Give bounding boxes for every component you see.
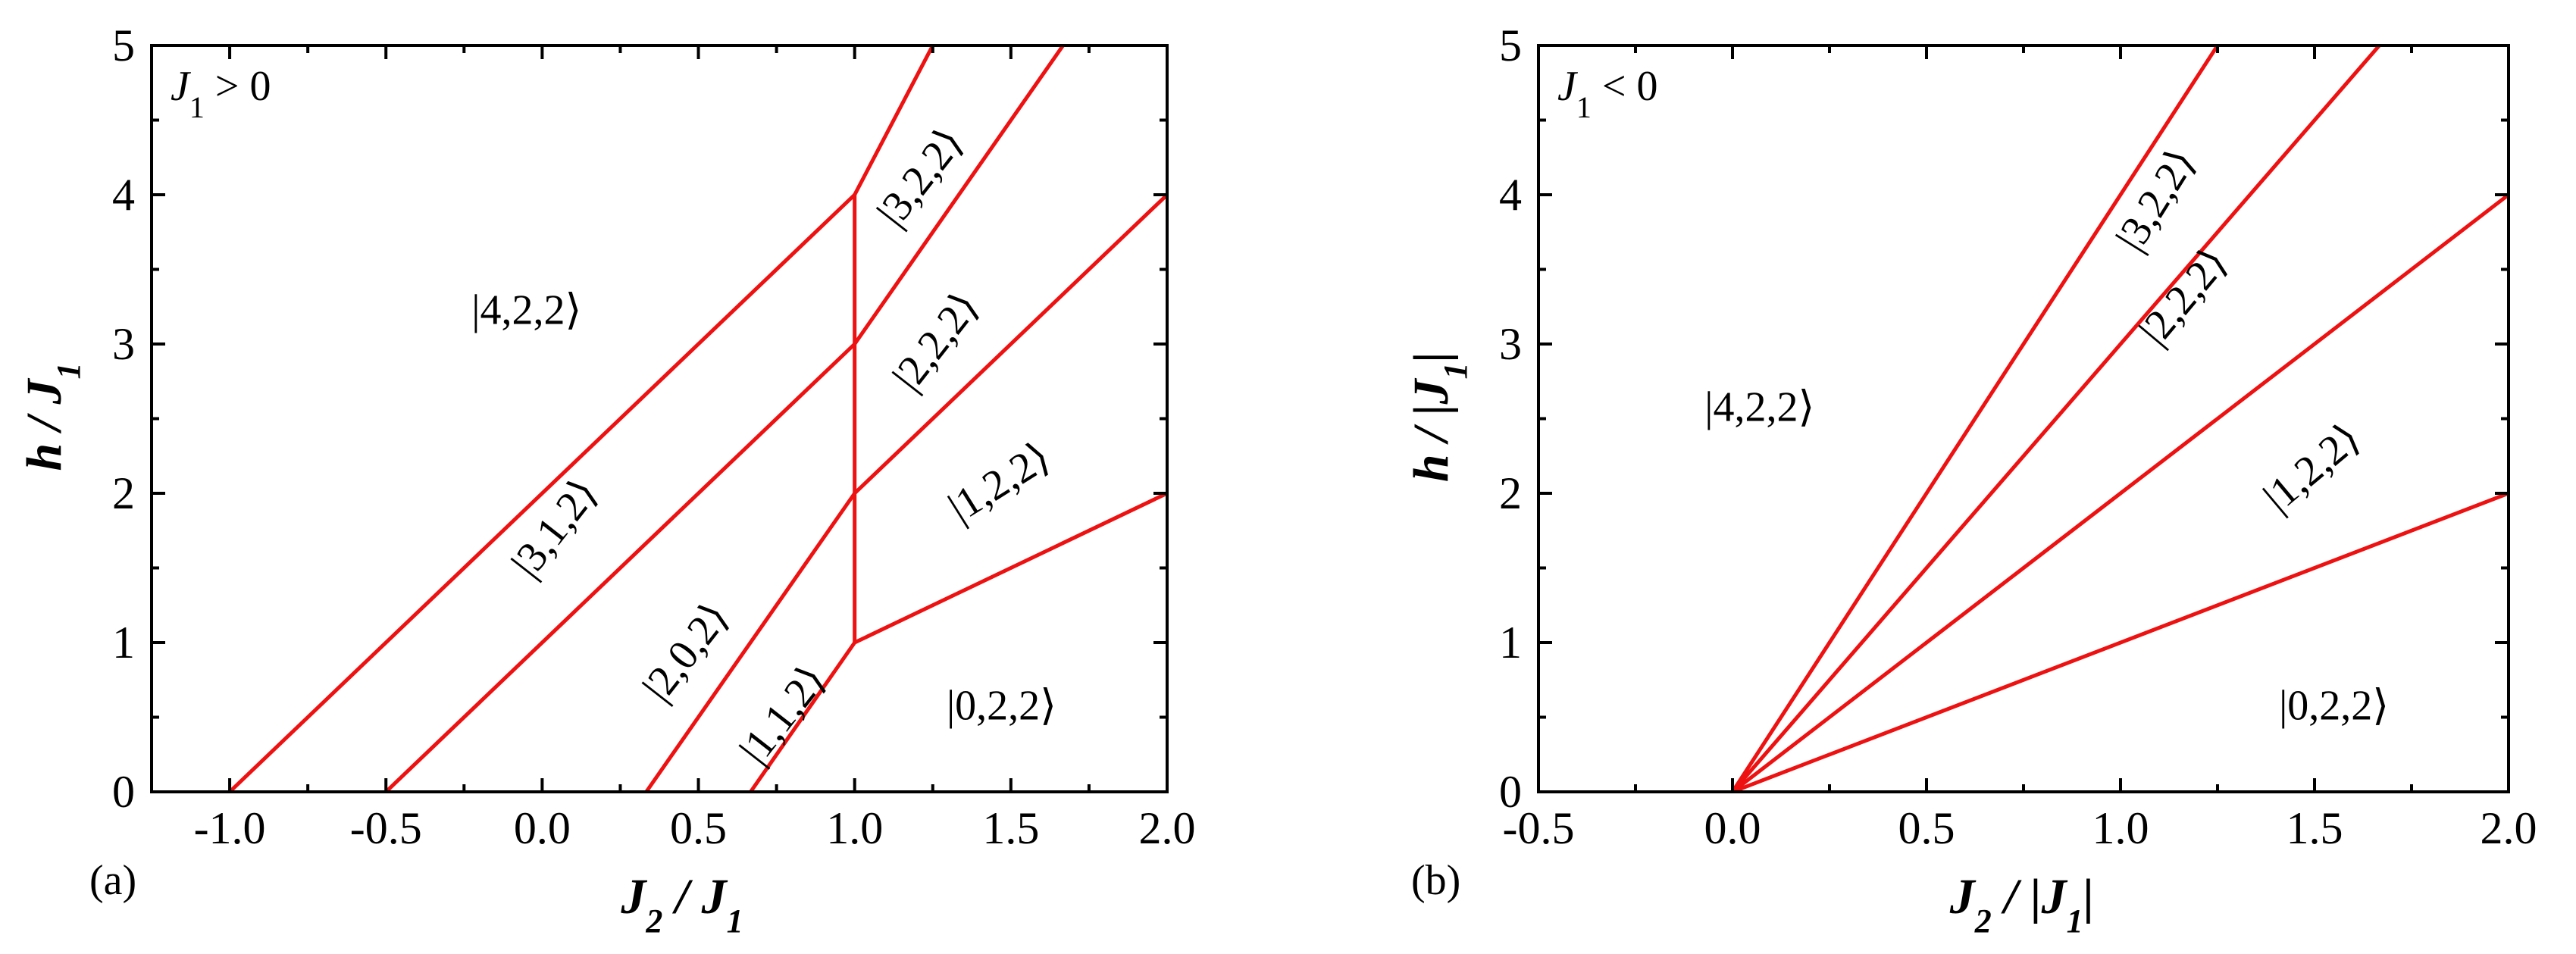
region-label: |1,2,2⟩ xyxy=(941,433,1059,531)
condition-label: J1 < 0 xyxy=(1557,63,1657,124)
region-label: |3,2,2⟩ xyxy=(2107,141,2205,259)
panel-b: -0.5 0.0 0.5 1.0 1.5 2.0 0 1 2 3 4 5 |4,2,2⟩ |3,2,2⟩ |… xyxy=(1404,20,2537,940)
boundary-2-1-line xyxy=(644,491,857,792)
panel-a: -1.0 -0.5 0.0 0.5 1.0 1.5 2.0 0 1 2 3 4 5 |4,2,2⟩ |3,1… xyxy=(17,20,1196,940)
boundary-2-1-line xyxy=(1730,192,2509,792)
boundary-4-3-line xyxy=(227,192,857,792)
boundary-4-3-line xyxy=(1730,45,2220,792)
y-tick-label: 2 xyxy=(1499,468,1522,518)
boundary-lines xyxy=(1730,45,2509,792)
boundary-3-2-line xyxy=(1730,45,2382,792)
x-tick-label: 0.0 xyxy=(514,803,571,853)
x-axis-title: J2 / J1 xyxy=(620,869,743,940)
x-tick-label: -0.5 xyxy=(1503,803,1575,853)
x-axis-title: J2 / |J1| xyxy=(1949,869,2094,940)
x-tick-label: 1.0 xyxy=(2092,803,2149,853)
x-tick-label: 1.5 xyxy=(982,803,1039,853)
boundary-upper-2-line xyxy=(853,45,1066,346)
x-tick-label: 0.5 xyxy=(670,803,727,853)
region-label: |3,1,2⟩ xyxy=(502,471,607,586)
boundary-upper-1-line xyxy=(853,45,935,197)
region-label: |0,2,2⟩ xyxy=(947,682,1056,729)
condition-label: J1 > 0 xyxy=(171,63,271,124)
y-axis-title: h / |J1| xyxy=(1404,352,1474,482)
boundary-3-2-line xyxy=(383,342,857,792)
y-tick-label: 5 xyxy=(112,20,135,70)
region-label: |1,1,2⟩ xyxy=(731,657,835,772)
y-tick-label: 0 xyxy=(112,767,135,817)
x-tick-label: 2.0 xyxy=(1139,803,1196,853)
region-label: |0,2,2⟩ xyxy=(2279,682,2389,729)
region-label: |4,2,2⟩ xyxy=(1704,383,1814,430)
panel-tag: (b) xyxy=(1411,857,1460,904)
y-tick-label: 2 xyxy=(112,468,135,518)
y-tick-label: 1 xyxy=(1499,618,1522,668)
boundary-1-0-line xyxy=(748,640,857,792)
boundary-1-0-line xyxy=(1730,491,2509,792)
y-tick-label: 3 xyxy=(112,319,135,369)
x-tick-label: 2.0 xyxy=(2481,803,2537,853)
boundary-lines xyxy=(227,45,1167,792)
y-tick-label: 3 xyxy=(1499,319,1522,369)
y-tick-label: 1 xyxy=(112,618,135,668)
boundary-upper-3-line xyxy=(853,192,1167,496)
x-tick-label: -1.0 xyxy=(194,803,266,853)
x-tick-label: 1.0 xyxy=(826,803,883,853)
x-tick-label: 0.5 xyxy=(1898,803,1955,853)
boundary-upper-4-line xyxy=(853,491,1167,645)
region-label: |1,2,2⟩ xyxy=(2255,414,2369,521)
x-tick-label: -0.5 xyxy=(350,803,422,853)
panel-tag: (a) xyxy=(89,857,136,904)
x-tick-label: 1.5 xyxy=(2286,803,2343,853)
y-tick-label: 5 xyxy=(1499,20,1522,70)
region-label: |4,2,2⟩ xyxy=(471,286,581,333)
y-tick-label: 4 xyxy=(1499,170,1522,220)
region-label: |2,0,2⟩ xyxy=(634,594,738,709)
y-tick-label: 0 xyxy=(1499,767,1522,817)
y-axis-title: h / J1 xyxy=(17,362,87,471)
y-tick-label: 4 xyxy=(112,170,135,220)
x-tick-label: 0.0 xyxy=(1704,803,1761,853)
